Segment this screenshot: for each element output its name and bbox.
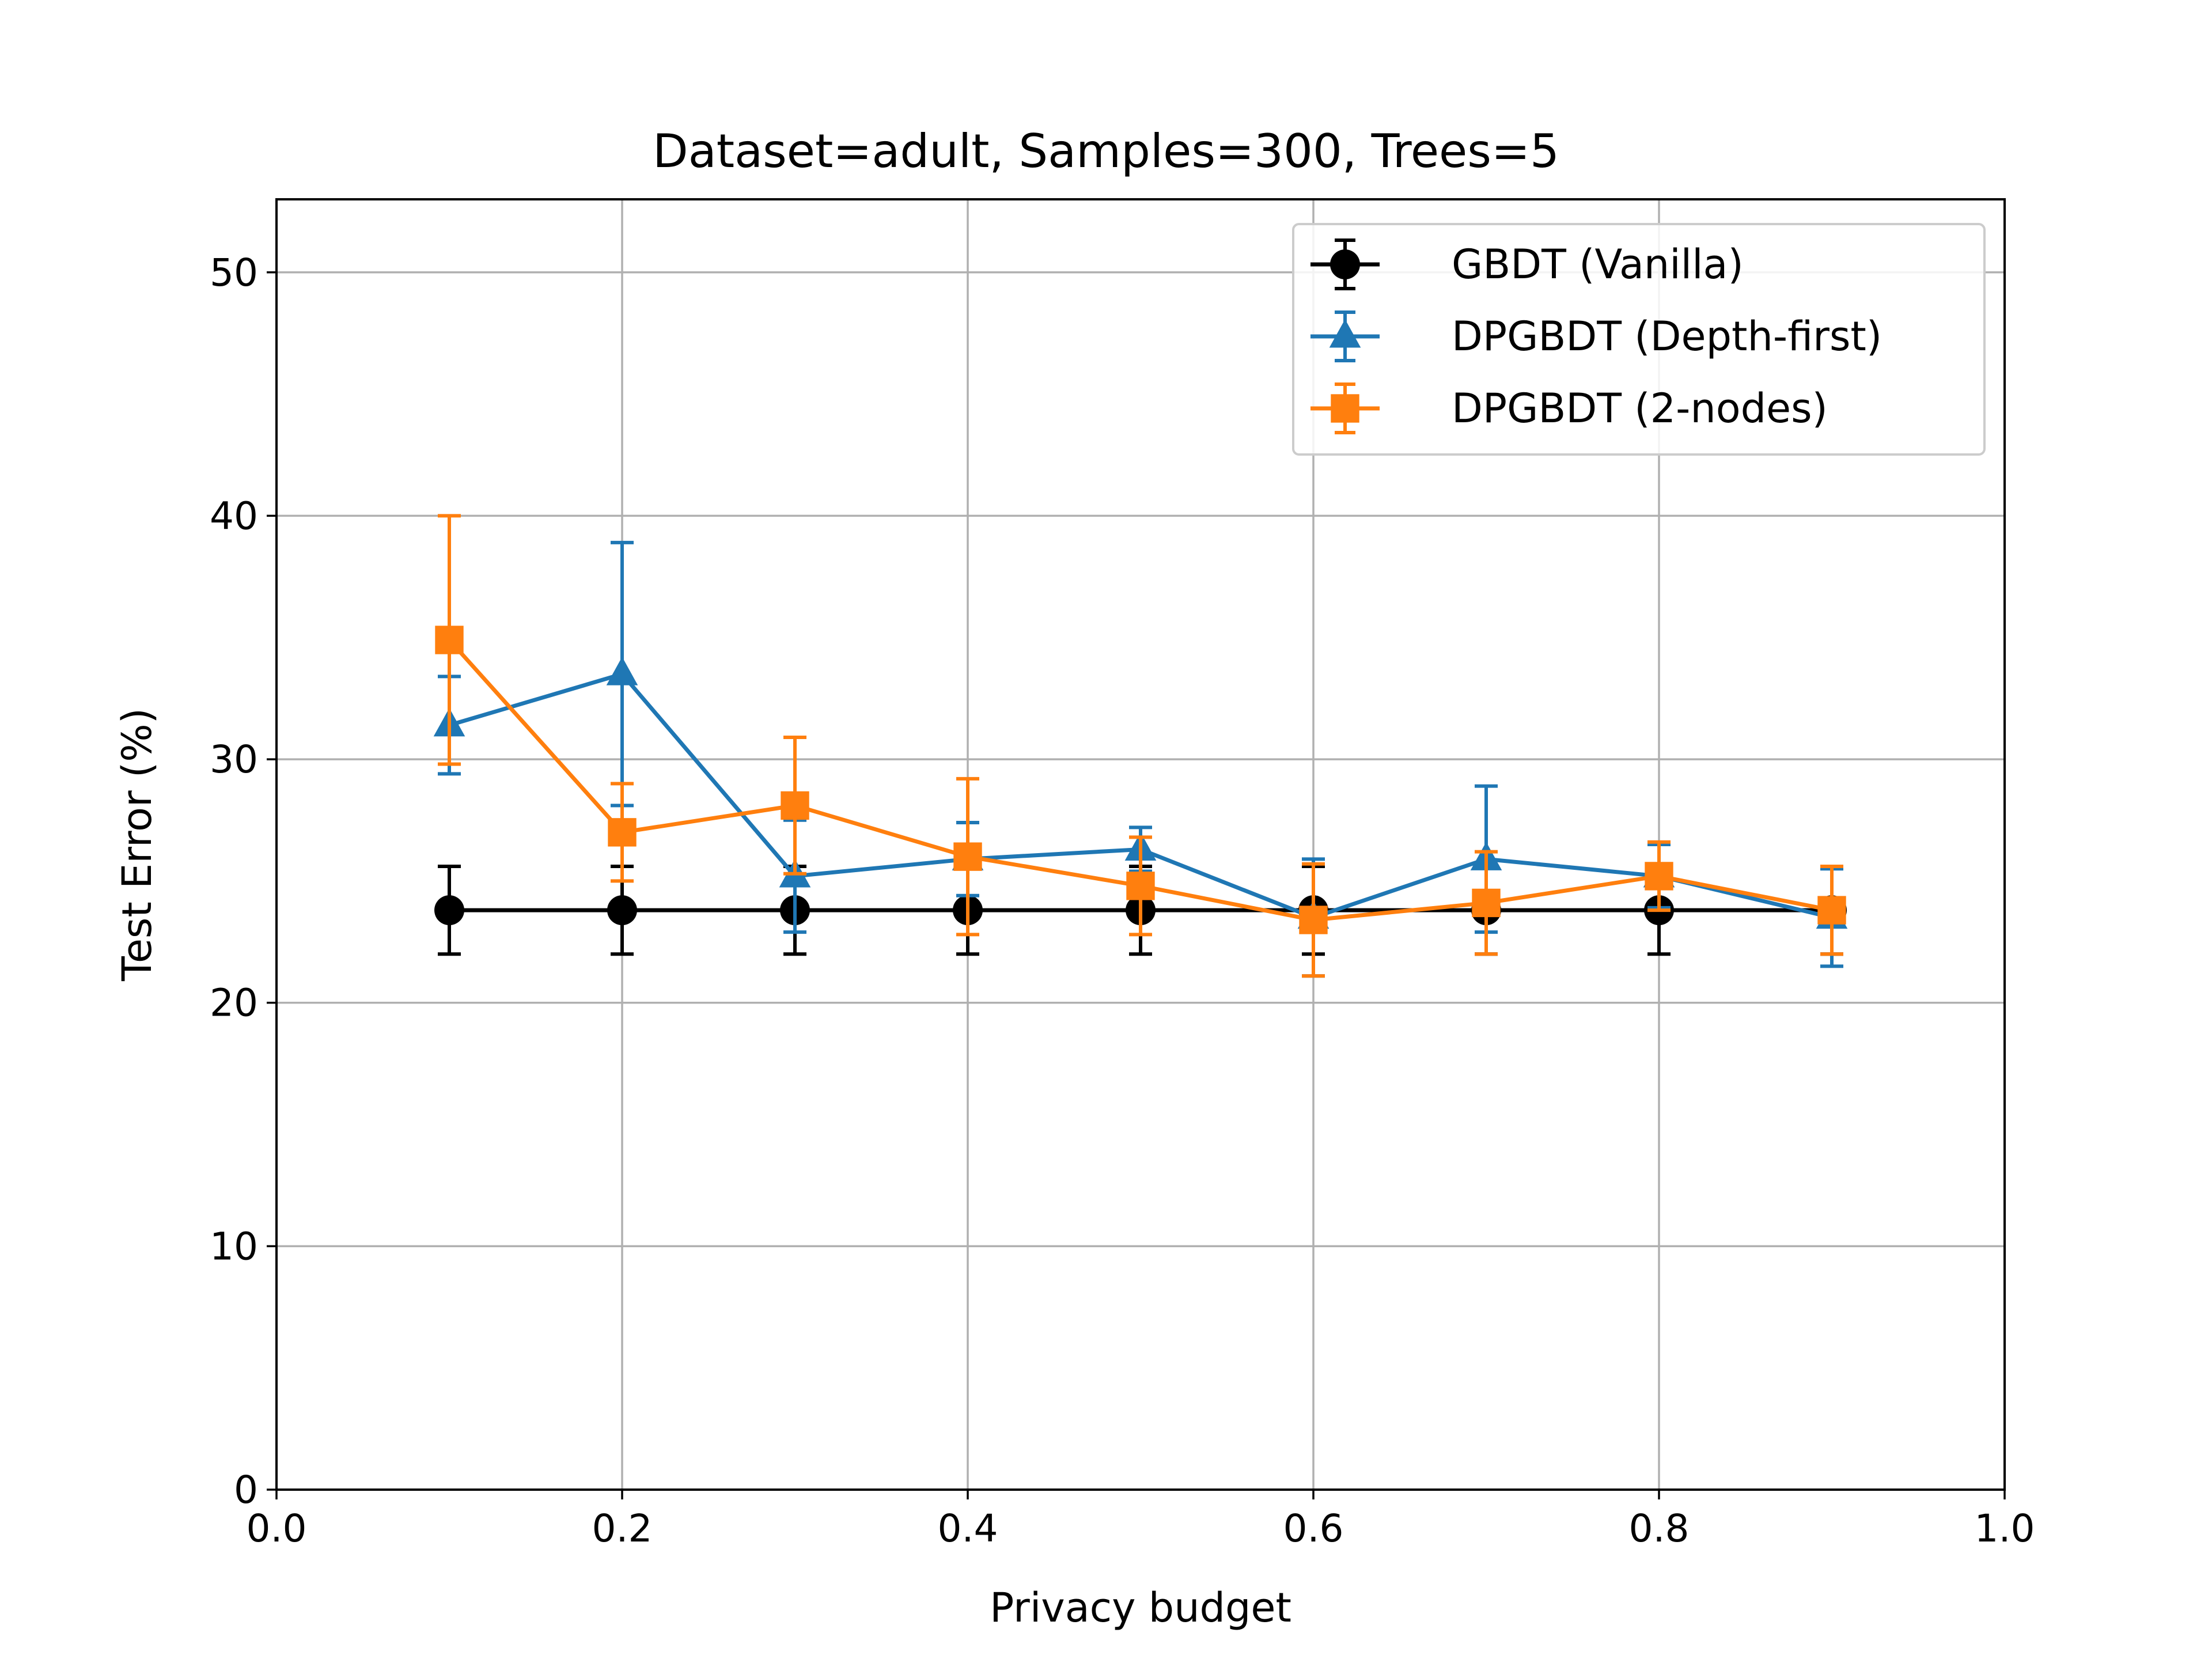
legend-label: GBDT (Vanilla) [1452, 241, 1744, 288]
x-tick-label: 0.6 [1283, 1506, 1344, 1551]
axis-ticks: 0.0 0.2 0.4 0.6 0.8 1.0 0 10 20 30 40 50 [210, 251, 2035, 1551]
data-point [434, 895, 464, 926]
legend-label: DPGBDT (Depth-first) [1452, 313, 1882, 360]
x-tick-label: 0.4 [938, 1506, 998, 1551]
legend-marker [1330, 249, 1360, 279]
chart-title: Dataset=adult, Samples=300, Trees=5 [653, 124, 1559, 178]
legend-entry-1: DPGBDT (Depth-first) [1310, 310, 1882, 362]
series-2 [435, 514, 1846, 978]
data-point [606, 657, 638, 685]
series-layer [433, 514, 1848, 978]
y-tick-label: 40 [210, 494, 258, 538]
data-point [435, 626, 464, 654]
legend-marker [1331, 394, 1359, 423]
x-tick-label: 0.2 [592, 1506, 653, 1551]
data-point [1126, 872, 1155, 900]
x-axis-label: Privacy budget [990, 1584, 1291, 1631]
data-point [1472, 888, 1501, 918]
data-point [953, 842, 982, 871]
data-point [1299, 906, 1328, 934]
legend-box [1292, 223, 1986, 456]
y-tick-label: 30 [210, 737, 258, 782]
data-point [1817, 896, 1846, 925]
legend-entry-0: GBDT (Vanilla) [1310, 238, 1744, 290]
legend: GBDT (Vanilla) DPGBDT (Depth-first) DPGBDT… [1292, 223, 1986, 456]
y-axis-label: Test Error (%) [113, 708, 161, 982]
y-tick-label: 10 [210, 1224, 258, 1268]
y-tick-label: 20 [210, 981, 258, 1025]
y-tick-label: 50 [210, 251, 258, 295]
data-point [1645, 862, 1673, 891]
legend-marker [1329, 319, 1361, 348]
x-tick-label: 0.0 [247, 1506, 307, 1551]
legend-entry-2: DPGBDT (2-nodes) [1310, 382, 1828, 434]
data-point [608, 818, 637, 847]
x-tick-label: 0.8 [1629, 1506, 1690, 1551]
y-tick-label: 0 [234, 1468, 258, 1512]
data-point [607, 895, 637, 926]
data-point [781, 791, 809, 820]
x-tick-label: 1.0 [1975, 1506, 2035, 1551]
legend-label: DPGBDT (2-nodes) [1452, 385, 1828, 432]
plot-frame [275, 198, 2006, 1491]
